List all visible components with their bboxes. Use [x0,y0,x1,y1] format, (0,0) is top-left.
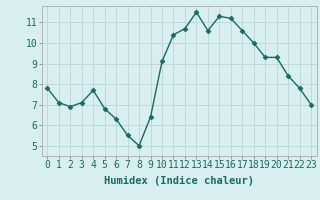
X-axis label: Humidex (Indice chaleur): Humidex (Indice chaleur) [104,176,254,186]
